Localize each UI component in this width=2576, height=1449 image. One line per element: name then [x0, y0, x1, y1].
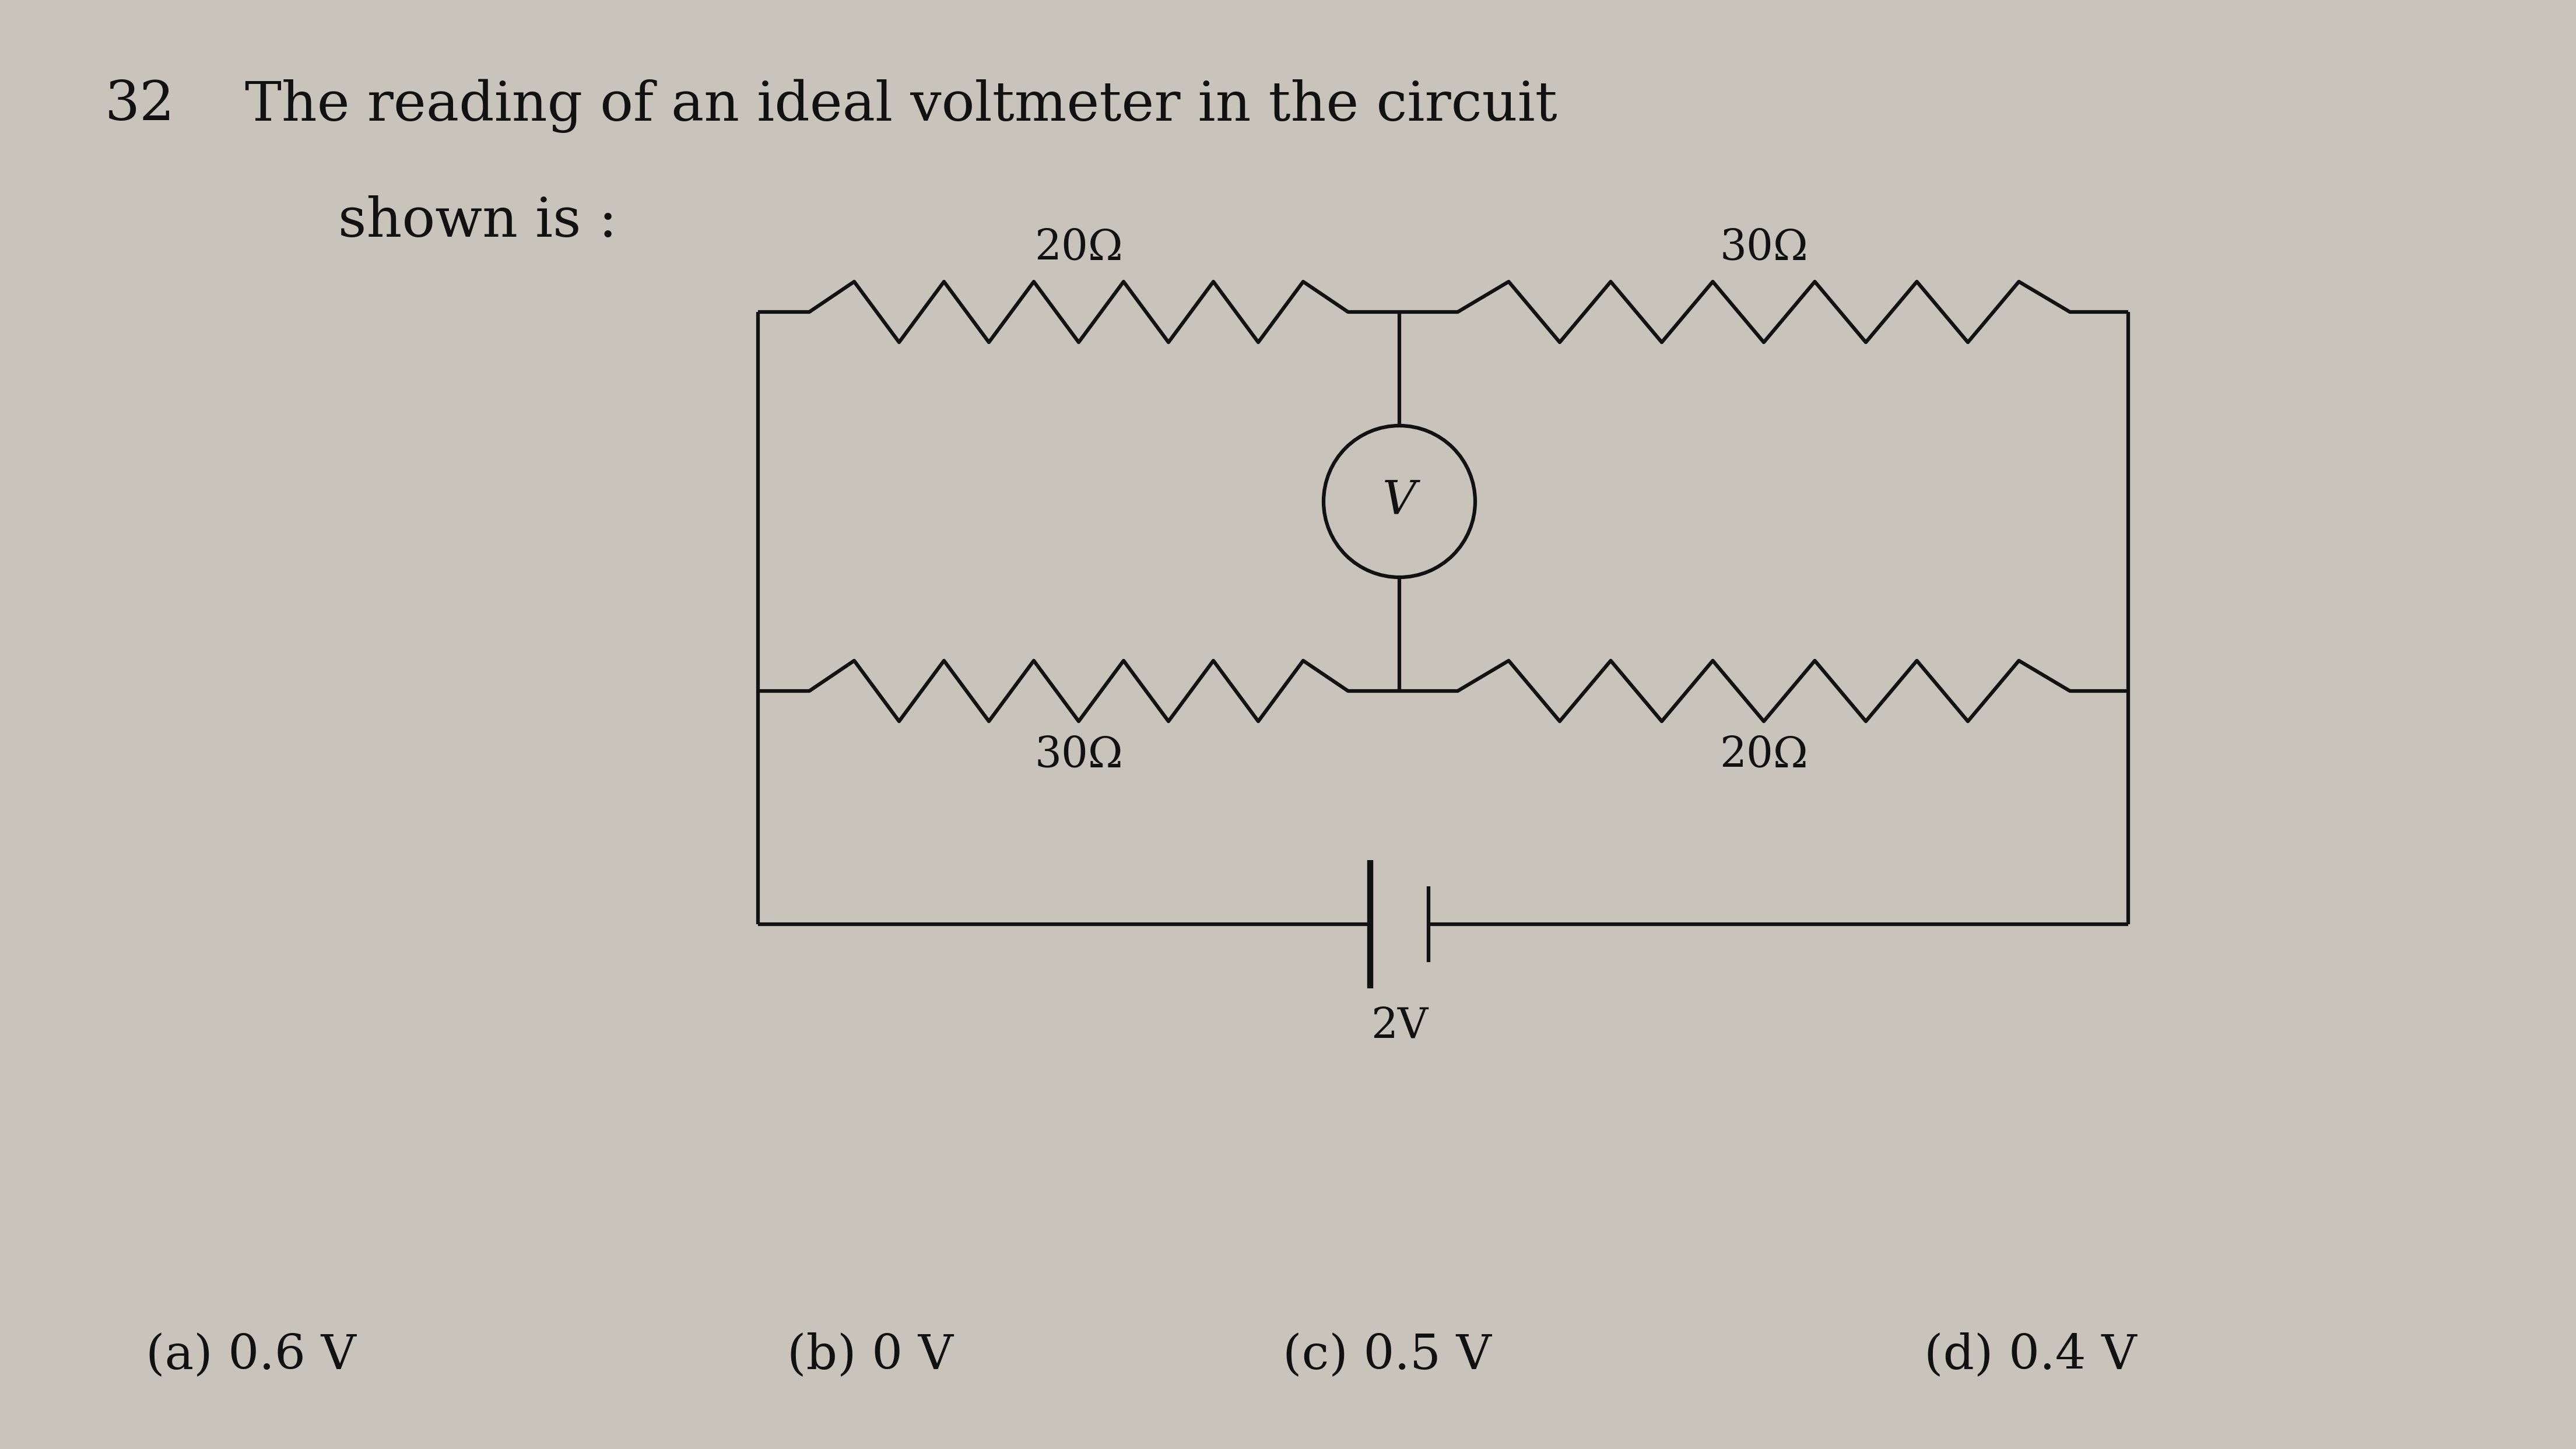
Text: The reading of an ideal voltmeter in the circuit: The reading of an ideal voltmeter in the…: [245, 78, 1558, 133]
Text: 20Ω: 20Ω: [1036, 227, 1123, 268]
Text: (c) 0.5 V: (c) 0.5 V: [1283, 1333, 1492, 1379]
Text: V: V: [1383, 478, 1417, 525]
Text: shown is :: shown is :: [337, 196, 618, 248]
Text: 30Ω: 30Ω: [1721, 227, 1808, 268]
Text: 32: 32: [106, 78, 175, 132]
Text: (a) 0.6 V: (a) 0.6 V: [147, 1333, 355, 1379]
Text: 20Ω: 20Ω: [1721, 735, 1808, 775]
Text: (b) 0 V: (b) 0 V: [788, 1333, 953, 1379]
Text: 2V: 2V: [1370, 1006, 1427, 1048]
Circle shape: [1324, 426, 1476, 577]
Text: (d) 0.4 V: (d) 0.4 V: [1924, 1333, 2136, 1379]
Text: 30Ω: 30Ω: [1036, 735, 1123, 775]
